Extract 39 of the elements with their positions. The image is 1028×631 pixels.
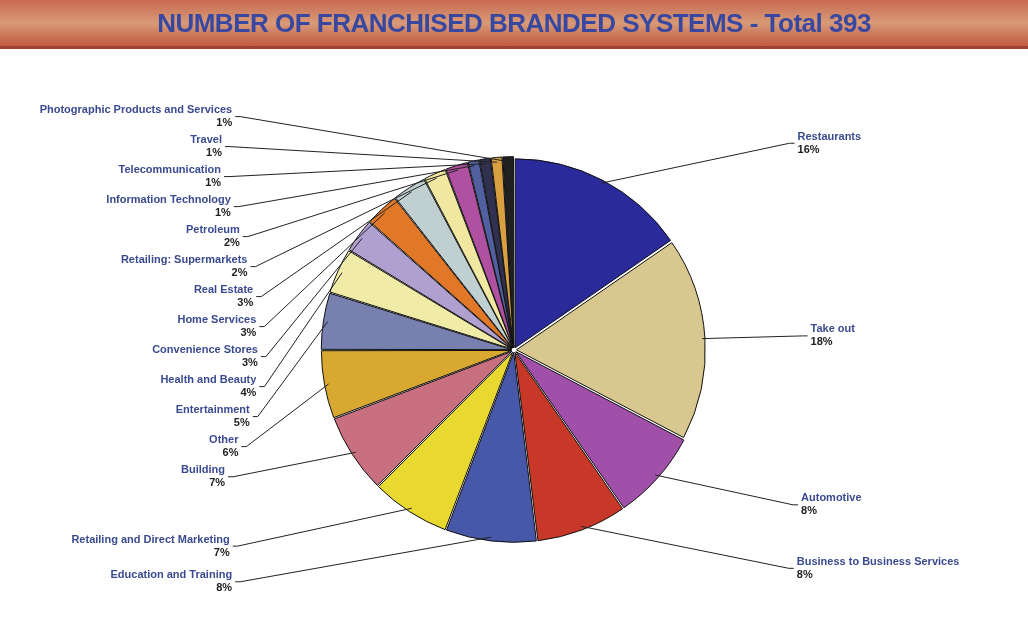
data-label: 4% bbox=[240, 386, 257, 399]
slice-label: Automotive bbox=[801, 491, 862, 504]
data-label: 18% bbox=[810, 335, 833, 348]
data-label: 3% bbox=[237, 296, 254, 309]
data-label: 2% bbox=[231, 266, 248, 279]
data-label: 5% bbox=[233, 416, 250, 429]
slice-label: Information Technology bbox=[106, 193, 232, 206]
data-label: 3% bbox=[240, 326, 257, 339]
slice-label: Other bbox=[209, 433, 240, 446]
data-label: 16% bbox=[797, 142, 820, 155]
slice-label: Health and Beauty bbox=[160, 373, 258, 386]
data-label: 1% bbox=[214, 206, 232, 219]
slice-label: Restaurants bbox=[797, 129, 862, 142]
slice-label: Education and Training bbox=[110, 568, 233, 581]
data-label: 8% bbox=[216, 581, 233, 594]
slice-label: Travel bbox=[190, 133, 222, 146]
slice-label: Business to Business Services bbox=[796, 554, 960, 567]
slice-label: Entertainment bbox=[175, 403, 251, 416]
slice-label: Telecommunication bbox=[118, 163, 222, 176]
data-label: 6% bbox=[222, 446, 239, 459]
data-label: 1% bbox=[216, 116, 233, 129]
slice-label: Retailing: Supermarkets bbox=[120, 253, 248, 266]
slice-label: Retailing and Direct Marketing bbox=[71, 532, 230, 545]
slice-label: Take out bbox=[810, 322, 856, 335]
slice-label: Photographic Products and Services bbox=[39, 103, 233, 116]
slice-label: Convenience Stores bbox=[152, 343, 258, 356]
slice-label: Home Services bbox=[177, 313, 257, 326]
data-label: 1% bbox=[206, 146, 223, 159]
data-label: 3% bbox=[242, 356, 259, 369]
data-label: 8% bbox=[796, 567, 813, 580]
data-label: 7% bbox=[213, 545, 230, 558]
slice-label: Real Estate bbox=[193, 283, 254, 296]
slice-label: Building bbox=[181, 463, 226, 476]
data-label: 2% bbox=[223, 236, 241, 249]
data-label: 1% bbox=[205, 176, 222, 189]
slice-label: Petroleum bbox=[186, 223, 241, 236]
chart-title: NUMBER OF FRANCHISED BRANDED SYSTEMS - Total 393 bbox=[157, 7, 871, 39]
data-label: 7% bbox=[209, 476, 226, 489]
data-label: 8% bbox=[801, 504, 818, 517]
